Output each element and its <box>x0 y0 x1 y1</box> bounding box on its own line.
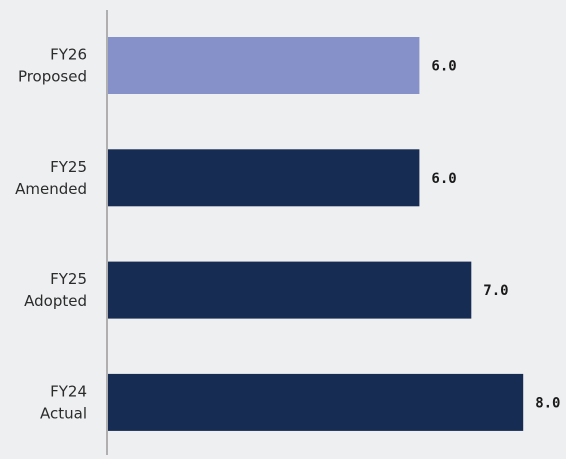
bars-group <box>108 37 524 431</box>
category-label: Proposed <box>18 68 87 86</box>
value-label: 7.0 <box>483 283 508 299</box>
category-label: Actual <box>40 404 87 422</box>
category-label: FY26 <box>50 46 87 64</box>
category-label: Adopted <box>24 292 87 310</box>
bar-fy26-proposed <box>108 37 420 94</box>
category-label: FY25 <box>50 270 87 288</box>
value-label: 6.0 <box>431 59 456 75</box>
category-label: FY25 <box>50 158 87 176</box>
bar-fy25-adopted <box>108 261 472 319</box>
value-label: 6.0 <box>431 171 456 187</box>
value-label: 8.0 <box>535 395 560 411</box>
category-labels-group: FY26 Proposed FY25 Amended FY25 Adopted FY24 Ac… <box>15 46 87 423</box>
bar-fy24-actual <box>108 373 524 431</box>
category-label: Amended <box>15 180 87 198</box>
value-labels-group: 6.0 6.0 7.0 8.0 <box>431 59 560 412</box>
bar-fy25-amended <box>108 149 420 207</box>
category-label: FY24 <box>50 382 87 400</box>
